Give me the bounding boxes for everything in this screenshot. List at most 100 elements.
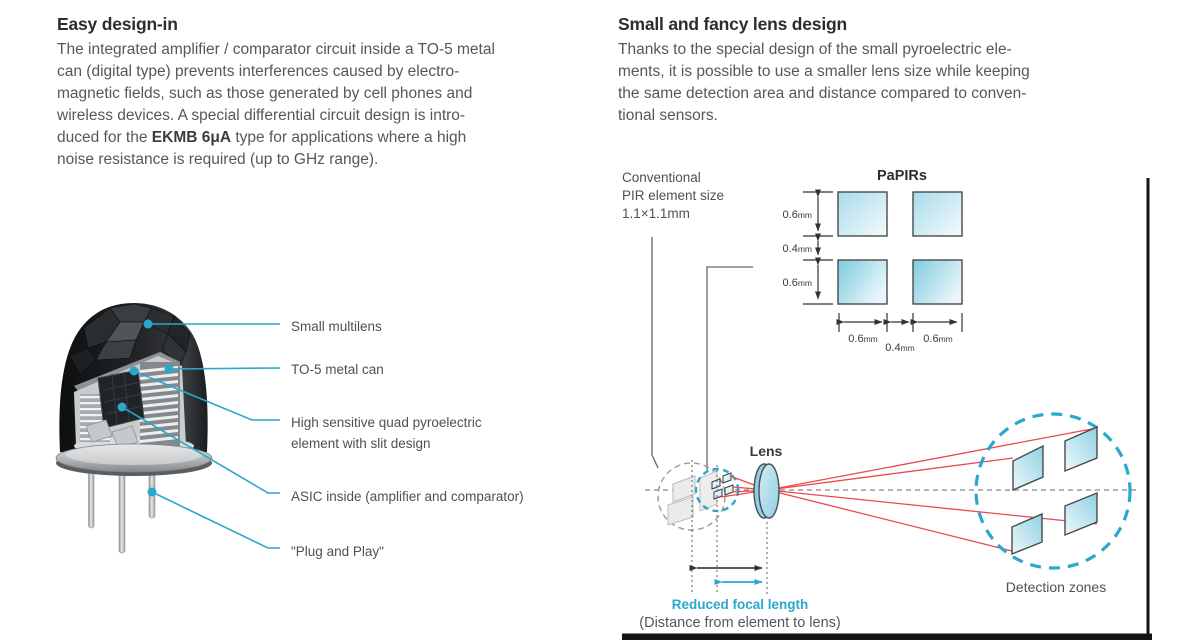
lens-label: Lens	[750, 443, 783, 459]
horizontal-dimension-lines	[836, 313, 963, 332]
detection-zone	[1012, 444, 1044, 492]
dim-value: 0.4	[783, 243, 798, 255]
dim-left-top: 0.6mm	[783, 209, 812, 221]
lens-facet	[95, 339, 137, 361]
papirs-substrate	[699, 470, 718, 512]
callout-dot	[147, 487, 157, 497]
sensor-pin	[88, 467, 95, 529]
element-square	[912, 191, 963, 237]
slit-lines-right	[140, 366, 178, 443]
detection-zone	[1064, 425, 1098, 473]
dim-unit: mm	[798, 278, 812, 288]
lens-facet	[69, 347, 97, 375]
element-square	[837, 191, 888, 237]
vertical-dimension-lines	[803, 189, 833, 305]
small-element	[713, 488, 723, 500]
callout-line-asic	[121, 406, 280, 494]
detection-zone	[1011, 512, 1043, 556]
metal-clip	[85, 419, 113, 443]
detection-zone	[1064, 491, 1098, 537]
connector-papirs	[706, 266, 753, 470]
paragraph-line-pre: duced for the	[57, 129, 152, 146]
callout-lines	[121, 323, 281, 549]
dim-unit: mm	[939, 334, 953, 344]
sensor-pin	[118, 467, 126, 554]
ray	[767, 427, 1098, 491]
dim-unit: mm	[798, 210, 812, 220]
distance-note: (Distance from element to lens)	[639, 615, 840, 631]
callout-label-quad-line2: element with slit design	[291, 436, 431, 451]
callout-label-asic: ASIC inside (amplifier and comparator)	[291, 489, 524, 504]
ray	[767, 457, 1014, 491]
detection-zones-circle	[974, 412, 1132, 570]
left-section-heading: Easy design-in	[57, 14, 178, 34]
conventional-element	[667, 496, 694, 526]
paragraph-line: The integrated amplifier / comparator ci…	[57, 41, 495, 58]
callout-label-metal-can: TO-5 metal can	[291, 362, 384, 377]
paragraph-line: can (digital type) prevents interference…	[57, 63, 460, 80]
dim-value: 0.6	[848, 333, 863, 345]
sensor-pins	[88, 463, 156, 554]
paragraph-line: magnetic fields, such as those generated…	[57, 85, 473, 102]
paragraph-line: ments, it is possible to use a smaller l…	[618, 63, 1030, 80]
paragraph-line: wireless devices. A special differential…	[57, 107, 466, 124]
callout-label-quad-element: High sensitive quad pyroelectric element…	[291, 412, 482, 454]
callout-line-plug-play	[151, 491, 280, 549]
ray	[767, 489, 1098, 525]
callout-dot	[143, 319, 153, 329]
dim-bottom-mid: 0.4mm	[885, 342, 914, 354]
conventional-element	[672, 475, 696, 503]
detection-zones-label: Detection zones	[1006, 579, 1106, 595]
dim-left-bottom: 0.6mm	[783, 277, 812, 289]
papirs-element-squares	[837, 191, 963, 305]
dim-value: 0.4	[885, 342, 900, 354]
flange-highlight	[66, 445, 202, 465]
small-element	[722, 472, 732, 484]
right-section-paragraph: Thanks to the special design of the smal…	[618, 39, 1158, 127]
dim-bottom-left: 0.6mm	[848, 333, 877, 345]
callout-dot	[129, 366, 139, 376]
callout-label-plug-play: "Plug and Play"	[291, 544, 384, 559]
dim-value: 0.6	[783, 209, 798, 221]
lens-design-diagram: Conventional PIR element size 1.1×1.1mm …	[622, 168, 1152, 640]
detection-zone-elements	[1011, 425, 1098, 556]
callout-dots	[117, 319, 174, 497]
lens-facet	[83, 307, 121, 349]
dim-value: 0.6	[783, 277, 798, 289]
connector-conventional	[651, 237, 659, 469]
conventional-label-line1: Conventional	[622, 170, 701, 185]
multilens-facets	[69, 303, 191, 375]
pyroelectric-chip	[97, 369, 145, 429]
metal-clip	[111, 425, 139, 449]
cutaway-interior	[74, 356, 194, 455]
paragraph-line: the same detection area and distance com…	[618, 85, 1027, 102]
dim-left-mid: 0.4mm	[783, 243, 812, 255]
sensor-cutaway-figure	[55, 303, 281, 554]
callout-dot	[164, 364, 174, 374]
dim-unit: mm	[798, 244, 812, 254]
paragraph-line-post: type for applications where a high	[231, 129, 467, 146]
dim-unit: mm	[864, 334, 878, 344]
lens-body	[758, 463, 780, 519]
page-border-bottom	[622, 633, 1152, 640]
element-square	[912, 259, 963, 305]
paragraph-line: Thanks to the special design of the smal…	[618, 41, 1012, 58]
element-square	[837, 259, 888, 305]
left-section-paragraph: The integrated amplifier / comparator ci…	[57, 39, 587, 171]
dim-value: 0.6	[923, 333, 938, 345]
paragraph-line: noise resistance is required (up to GHz …	[57, 151, 379, 168]
product-name-bold: EKMB 6μA	[151, 129, 232, 146]
paragraph-line: duced for the EKMB 6μA type for applicat…	[57, 127, 587, 149]
paragraph-line: tional sensors.	[618, 107, 718, 124]
conventional-label-line2: PIR element size	[622, 188, 724, 203]
callout-dot	[117, 402, 127, 412]
light-rays	[720, 427, 1098, 552]
page-border-vertical	[1146, 178, 1150, 640]
dim-unit: mm	[901, 343, 915, 353]
dim-bottom-right: 0.6mm	[923, 333, 952, 345]
small-element	[724, 484, 734, 496]
callout-label-multilens: Small multilens	[291, 319, 382, 334]
reduced-focal-label: Reduced focal length	[672, 597, 809, 612]
papirs-small-elements	[711, 472, 734, 500]
